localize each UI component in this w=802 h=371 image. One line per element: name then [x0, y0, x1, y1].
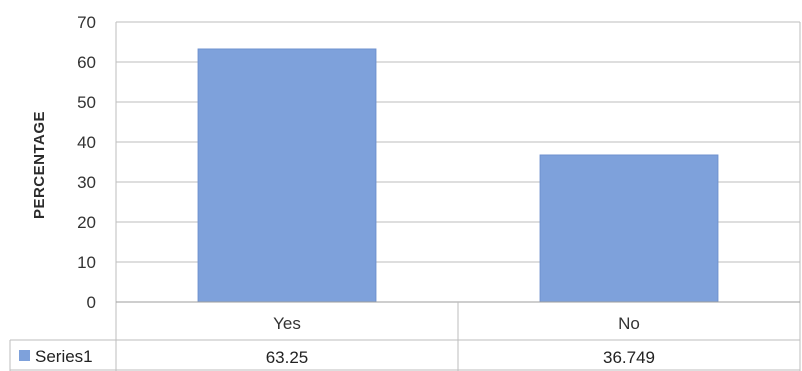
y-tick-label: 0: [87, 293, 96, 312]
y-tick-label: 10: [77, 253, 96, 272]
y-tick-label: 30: [77, 173, 96, 192]
y-axis-ticks: 0 10 20 30 40 50 60 70: [77, 13, 96, 312]
x-tick-label: Yes: [273, 314, 301, 333]
y-tick-label: 20: [77, 213, 96, 232]
legend-swatch: [19, 350, 30, 361]
y-axis-label: PERCENTAGE: [31, 111, 48, 219]
x-tick-label: No: [618, 314, 640, 333]
legend-series-name: Series1: [35, 347, 93, 366]
bars: [197, 48, 719, 303]
y-tick-label: 70: [77, 13, 96, 32]
data-table-value: 36.749: [603, 348, 655, 367]
data-table: Yes No Series1 63.25 36.749: [9, 301, 800, 371]
y-tick-label: 50: [77, 93, 96, 112]
y-tick-label: 60: [77, 53, 96, 72]
bar-yes: [197, 48, 377, 303]
bar-no: [539, 154, 719, 303]
data-table-value: 63.25: [266, 348, 309, 367]
y-tick-label: 40: [77, 133, 96, 152]
